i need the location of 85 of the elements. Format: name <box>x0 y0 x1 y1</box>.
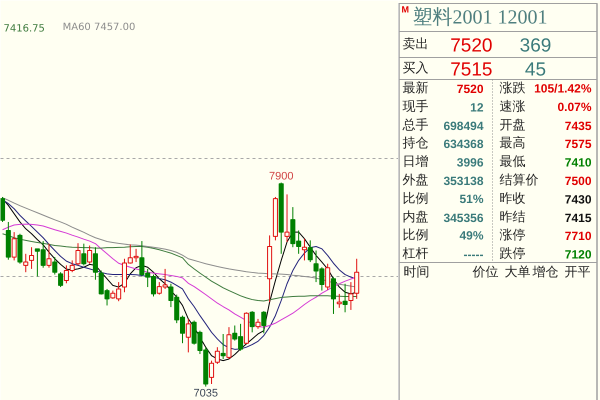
text: 634368 <box>443 137 484 152</box>
candlestick <box>87 245 92 264</box>
candlestick <box>325 263 330 290</box>
candlestick <box>342 283 348 313</box>
candlestick <box>23 253 28 273</box>
text: 比例 <box>402 191 428 206</box>
candlestick <box>284 194 290 243</box>
candlestick <box>261 310 266 334</box>
text: 45 <box>524 60 546 80</box>
candlestick <box>75 242 81 266</box>
candlestick <box>220 333 226 360</box>
text: 比例 <box>402 228 428 244</box>
candlestick <box>214 346 220 364</box>
text: 日增 <box>402 154 428 170</box>
candlestick <box>348 282 354 310</box>
text: 涨停 <box>500 228 526 244</box>
candlestick <box>209 360 214 384</box>
text: 49% <box>459 228 484 243</box>
candlestick <box>226 326 232 360</box>
text: 大单 <box>504 265 530 280</box>
text: 353138 <box>443 174 484 188</box>
candlestick <box>336 293 342 308</box>
annotation: 7900 <box>268 170 294 183</box>
candlestick <box>46 243 52 268</box>
text: 外盘 <box>402 173 428 188</box>
candlestick <box>186 318 191 353</box>
text: 51% <box>459 192 484 206</box>
text: 7520 <box>456 82 484 96</box>
text: 塑料2001 12001 <box>412 6 548 28</box>
candlestick <box>58 272 64 288</box>
text: 结算价 <box>500 173 538 188</box>
candlestick <box>354 258 360 300</box>
text: 0.07% <box>557 100 592 114</box>
text: 7416.75 <box>4 24 45 34</box>
text: 7120 <box>564 248 592 262</box>
candlestick <box>250 310 255 333</box>
text: 开盘 <box>500 118 526 133</box>
text: 总手 <box>402 118 428 133</box>
candlestick <box>12 232 17 261</box>
text: 369 <box>520 36 552 56</box>
text: 持仓 <box>402 136 428 152</box>
text: 7575 <box>564 137 592 152</box>
candlestick <box>0 196 6 222</box>
candlestick <box>302 238 307 261</box>
text: 7710 <box>564 229 592 244</box>
text: 买入 <box>402 61 428 76</box>
text: 内盘 <box>402 210 428 225</box>
text: 现手 <box>402 99 428 114</box>
candlestick <box>330 276 336 314</box>
text: 杠杆 <box>402 246 428 262</box>
text: ----- <box>464 248 484 262</box>
text: 跌停 <box>500 246 526 262</box>
candlestick <box>255 318 261 330</box>
candlestick <box>29 246 34 270</box>
text: 3996 <box>456 156 484 170</box>
text: 7520 <box>450 36 493 56</box>
text: 昨收 <box>500 191 526 206</box>
candlestick <box>81 243 86 266</box>
text: 7410 <box>564 156 592 170</box>
text: 价位 <box>472 265 498 280</box>
candlestick <box>52 256 58 276</box>
candlestick <box>308 240 313 263</box>
text: 卖出 <box>402 37 428 52</box>
text: 最新 <box>402 81 428 96</box>
candlestick <box>92 246 98 280</box>
text: 开平 <box>564 265 590 280</box>
text: 时间 <box>404 265 430 280</box>
text: 12 <box>470 100 484 114</box>
text: 345356 <box>443 210 484 225</box>
text: 增仓 <box>532 265 558 280</box>
text: 速涨 <box>500 99 526 114</box>
text: 昨结 <box>500 210 526 225</box>
text: 最高 <box>500 135 526 152</box>
text: 105/1.42% <box>534 82 592 96</box>
text: 698494 <box>443 118 484 133</box>
text: M <box>402 4 409 14</box>
text: 7435 <box>564 118 592 133</box>
text: 最低 <box>500 154 526 170</box>
text: 涨跌 <box>500 81 526 96</box>
text: 7500 <box>564 174 592 188</box>
text: MA60 7457.00 <box>62 22 136 33</box>
text: 7515 <box>450 60 493 80</box>
annotation: 7035 <box>194 388 218 400</box>
text: 7430 <box>564 192 592 206</box>
text: 7415 <box>564 210 592 225</box>
